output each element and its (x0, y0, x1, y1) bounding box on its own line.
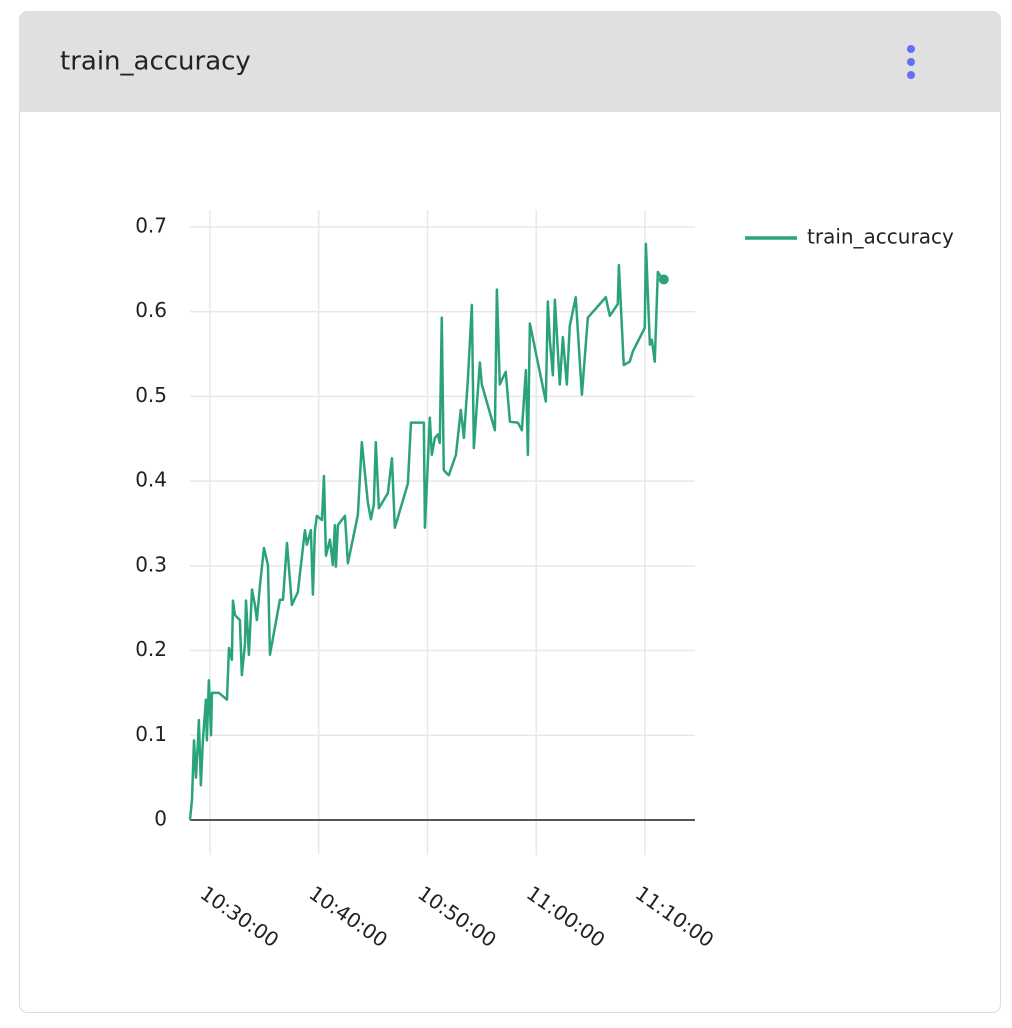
series-line (188, 242, 665, 821)
y-tick-label: 0.4 (135, 468, 167, 492)
card-header (19, 11, 1001, 112)
menu-dot (907, 71, 915, 79)
menu-dot (907, 45, 915, 53)
y-tick-label: 0.1 (135, 722, 167, 746)
y-tick-label: 0.3 (135, 552, 167, 576)
end-marker (658, 274, 669, 285)
menu-dot (907, 58, 915, 66)
legend-label: train_accuracy (807, 225, 954, 249)
y-tick-label: 0.2 (135, 637, 167, 661)
y-tick-label: 0.7 (135, 213, 167, 237)
y-tick-label: 0.6 (135, 298, 167, 322)
y-tick-label: 0 (154, 807, 167, 831)
card-frame (19, 11, 1001, 1013)
card-title: train_accuracy (60, 47, 251, 77)
y-tick-label: 0.5 (135, 383, 167, 407)
menu-button[interactable] (907, 45, 915, 79)
